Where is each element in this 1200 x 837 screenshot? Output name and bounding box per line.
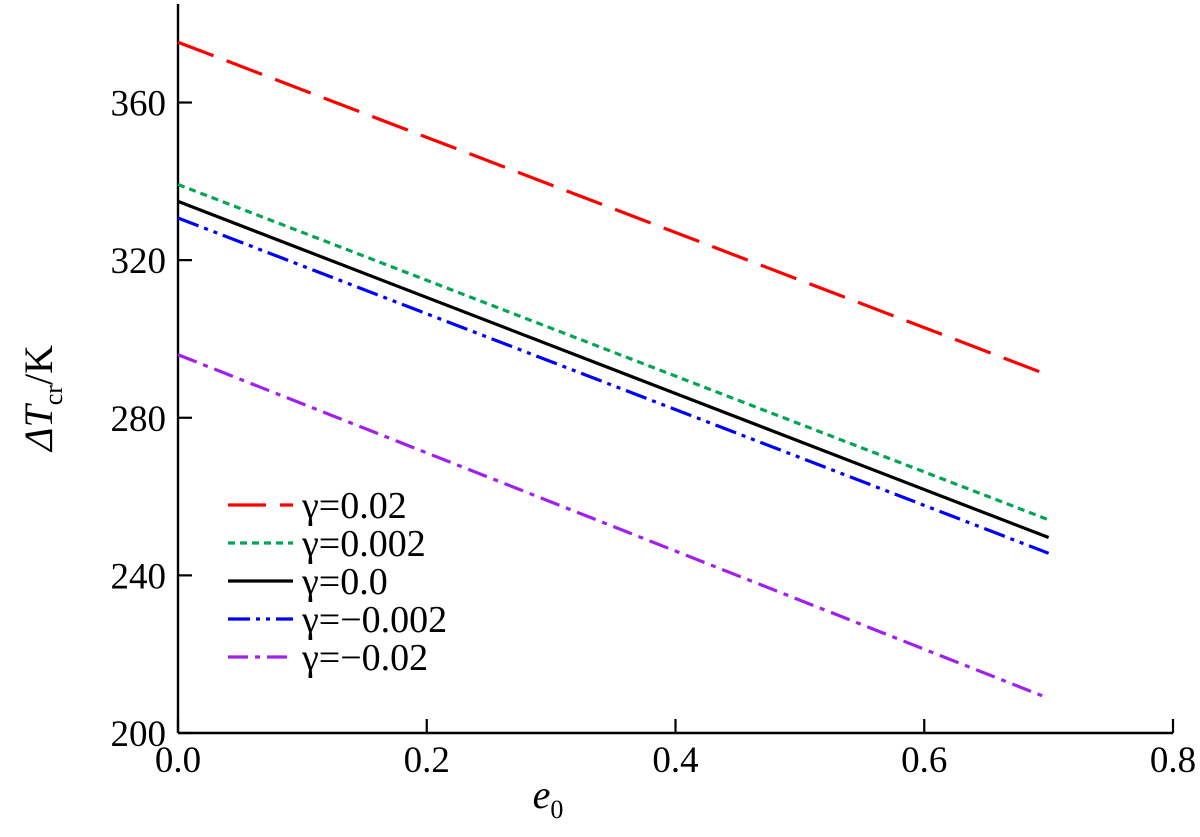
x-axis-title-sub: 0 [550,795,563,824]
y-axis-title-unit: /K [16,345,61,385]
y-tick-label: 320 [111,241,167,282]
series-line [177,216,1050,555]
series-lines [177,40,1050,700]
x-tick-label: 0.2 [404,740,450,781]
y-axis-title-sub: cr [39,385,68,406]
series-line [177,40,1050,377]
legend-label: γ=−0.002 [301,599,447,641]
series-line [177,199,1050,540]
legend-label: γ=0.0 [301,561,388,603]
legend-label: γ=−0.02 [301,637,428,679]
x-tick-label: 0.6 [901,740,947,781]
y-ticks: 200 240 280 320 360 [111,84,192,755]
y-axis-title-main: ΔT [16,402,61,452]
x-tick-label: 0.8 [1150,740,1196,781]
y-tick-label: 280 [111,399,167,440]
x-tick-label: 0.0 [155,740,201,781]
x-axis-title: e0 [533,772,564,824]
y-tick-label: 360 [111,84,167,125]
legend-label: γ=0.02 [301,485,407,527]
y-tick-label: 200 [111,714,167,755]
y-axis-title: ΔTcr/K [16,345,68,453]
y-tick-label: 240 [111,556,167,597]
x-tick-label: 0.4 [652,740,698,781]
x-axis-title-main: e [533,772,551,817]
x-ticks: 0.0 0.2 0.4 0.6 0.8 [155,719,1196,781]
series-line [177,182,1050,522]
legend-label: γ=0.002 [301,523,426,565]
